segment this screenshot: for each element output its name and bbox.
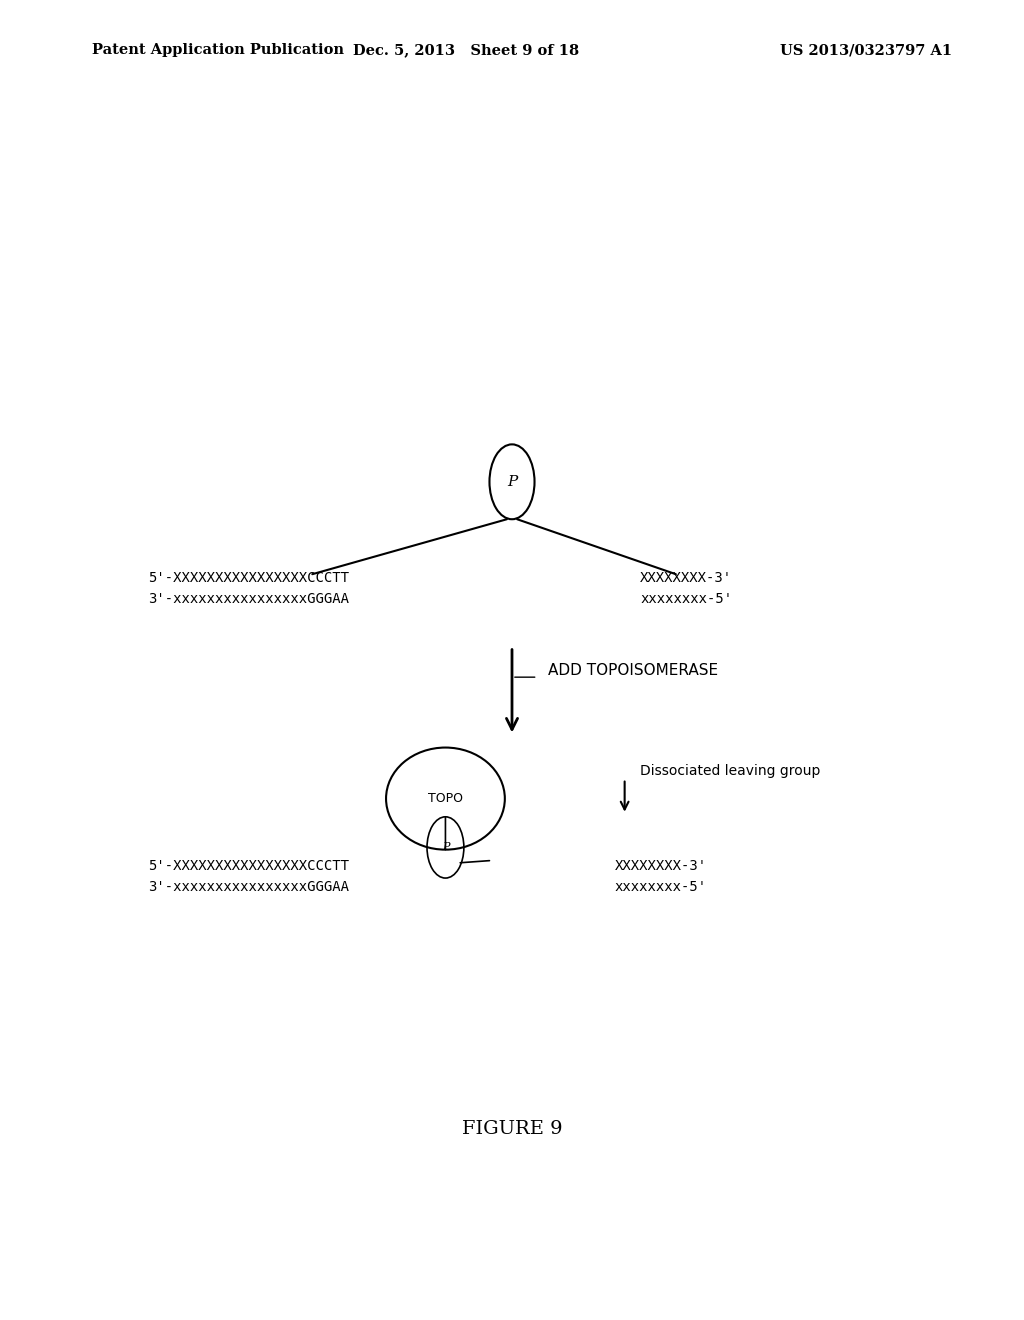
Text: 3'-xxxxxxxxxxxxxxxxGGGAA: 3'-xxxxxxxxxxxxxxxxGGGAA (148, 880, 349, 894)
Text: TOPO: TOPO (428, 792, 463, 805)
Text: 3'-xxxxxxxxxxxxxxxxGGGAA: 3'-xxxxxxxxxxxxxxxxGGGAA (148, 593, 349, 606)
Text: Patent Application Publication: Patent Application Publication (92, 44, 344, 57)
Text: P: P (507, 475, 517, 488)
Text: XXXXXXXX-3': XXXXXXXX-3' (640, 572, 732, 585)
Text: 5'-XXXXXXXXXXXXXXXXCCCTT: 5'-XXXXXXXXXXXXXXXXCCCTT (148, 859, 349, 873)
Text: FIGURE 9: FIGURE 9 (462, 1119, 562, 1138)
Text: XXXXXXXX-3': XXXXXXXX-3' (614, 859, 707, 873)
Text: Dec. 5, 2013   Sheet 9 of 18: Dec. 5, 2013 Sheet 9 of 18 (353, 44, 579, 57)
Text: xxxxxxxx-5': xxxxxxxx-5' (640, 593, 732, 606)
Text: P: P (441, 842, 450, 853)
Text: ADD TOPOISOMERASE: ADD TOPOISOMERASE (548, 663, 718, 678)
Text: xxxxxxxx-5': xxxxxxxx-5' (614, 880, 707, 894)
Text: Dissociated leaving group: Dissociated leaving group (640, 764, 820, 777)
Text: 5'-XXXXXXXXXXXXXXXXCCCTT: 5'-XXXXXXXXXXXXXXXXCCCTT (148, 572, 349, 585)
Text: US 2013/0323797 A1: US 2013/0323797 A1 (780, 44, 952, 57)
